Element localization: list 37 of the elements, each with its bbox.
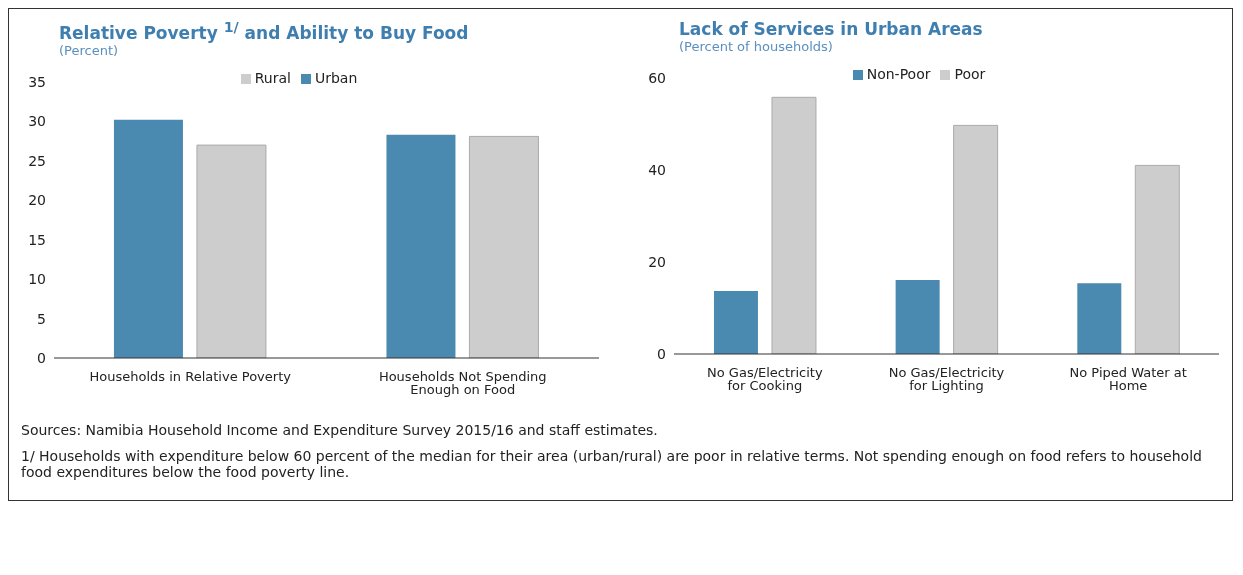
y-tick-label: 0	[37, 349, 46, 366]
chart-subtitle: (Percent)	[58, 42, 120, 58]
bar	[895, 279, 940, 354]
y-tick-label: 5	[37, 310, 46, 327]
bar	[468, 135, 539, 358]
y-tick-label: 25	[28, 152, 46, 169]
legend-label: Poor	[954, 66, 986, 82]
bar	[196, 144, 267, 358]
y-tick-label: 0	[657, 345, 666, 362]
x-tick-label: Households in Relative Poverty	[89, 368, 292, 384]
y-tick-label: 30	[28, 113, 46, 130]
legend-label: Non-Poor	[866, 66, 931, 82]
bar	[953, 124, 999, 354]
chart-subtitle: (Percent of households)	[678, 39, 834, 54]
y-tick-label: 20	[648, 253, 666, 270]
legend-label: Urban	[314, 69, 358, 86]
y-tick-label: 40	[648, 161, 666, 178]
x-tick-label: No Piped Water at Home	[1069, 365, 1187, 394]
y-tick-label: 15	[28, 231, 46, 248]
chart-title: Lack of Services in Urban Areas	[678, 19, 984, 39]
bar	[1077, 283, 1122, 354]
y-tick-label: 20	[28, 191, 46, 208]
text: 1/ Households with expenditure below 60 percent of the median for their area (urban/rural) are poor in relative terms. Not spending enough on food refers to household food expenditures below the food poverty line.	[21, 447, 1203, 480]
x-tick-label: No Gas/Electricity for Cooking	[707, 365, 823, 394]
bar	[771, 96, 817, 354]
y-tick-label: 35	[28, 73, 46, 90]
x-tick-label: No Gas/Electricity for Lighting	[888, 365, 1005, 394]
bar	[113, 119, 183, 358]
bar	[713, 290, 758, 354]
source-note: Sources: Namibia Household Income and Expenditure Survey 2015/16 and staff estimates.	[21, 421, 659, 438]
y-tick-label: 10	[28, 270, 46, 287]
chart-title: Relative Poverty $^{1/}$ and Ability to Buy Food	[58, 19, 470, 43]
bar	[386, 134, 456, 358]
y-tick-label: 60	[648, 69, 666, 86]
legend-label: Rural	[254, 69, 291, 86]
bar	[1134, 164, 1180, 354]
x-tick-label: Households Not Spending Enough on Food	[378, 368, 547, 397]
